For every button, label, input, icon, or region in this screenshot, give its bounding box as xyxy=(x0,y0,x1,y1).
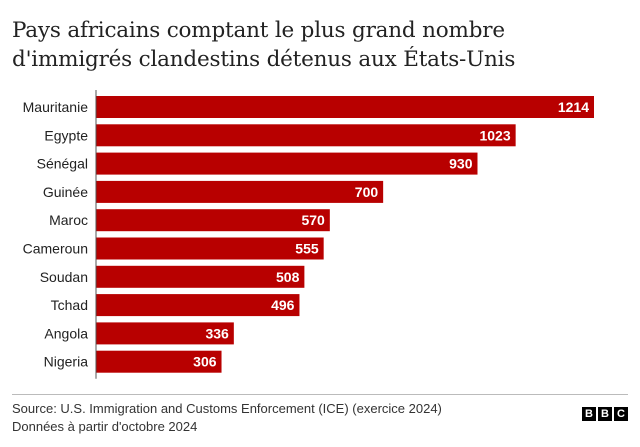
category-label: Cameroun xyxy=(23,241,88,257)
value-label: 508 xyxy=(276,269,300,285)
bar xyxy=(96,350,222,373)
value-label: 555 xyxy=(295,241,319,257)
category-label: Soudan xyxy=(40,269,88,285)
value-label: 336 xyxy=(205,325,229,341)
value-label: 496 xyxy=(271,297,295,313)
bar xyxy=(96,124,516,147)
chart-title-line-1: Pays africains comptant le plus grand no… xyxy=(12,18,505,43)
category-label: Egypte xyxy=(44,127,88,143)
category-label: Nigeria xyxy=(44,354,89,370)
bbc-logo: B B C xyxy=(582,407,628,421)
value-label: 570 xyxy=(301,212,325,228)
category-label: Guinée xyxy=(43,184,88,200)
source-line-1: Source: U.S. Immigration and Customs Enf… xyxy=(12,401,442,416)
bar xyxy=(96,209,330,232)
source-note: Source: U.S. Immigration and Customs Enf… xyxy=(12,400,442,435)
bar xyxy=(96,265,305,288)
source-line-2: Données à partir d'octobre 2024 xyxy=(12,418,198,434)
value-label: 930 xyxy=(449,156,473,172)
category-label: Maroc xyxy=(49,212,88,228)
category-label: Angola xyxy=(44,325,88,341)
bar xyxy=(96,96,594,118)
bar xyxy=(96,180,384,203)
bar xyxy=(96,237,324,260)
bbc-logo-letter: B xyxy=(598,407,612,421)
bar xyxy=(96,294,300,317)
value-label: 700 xyxy=(355,184,379,200)
footer-divider xyxy=(12,394,628,395)
value-label: 1023 xyxy=(479,127,510,143)
bbc-logo-letter: C xyxy=(614,407,628,421)
category-label: Tchad xyxy=(51,297,88,313)
chart-title: Pays africains comptant le plus grand no… xyxy=(12,16,628,74)
bar xyxy=(96,322,234,345)
bar xyxy=(96,152,478,175)
chart-title-line-2: d'immigrés clandestins détenus aux États… xyxy=(12,47,516,72)
value-label: 306 xyxy=(193,354,217,370)
value-label: 1214 xyxy=(558,99,589,115)
category-label: Sénégal xyxy=(37,156,88,172)
bbc-logo-letter: B xyxy=(582,407,596,421)
category-label: Mauritanie xyxy=(23,99,89,115)
